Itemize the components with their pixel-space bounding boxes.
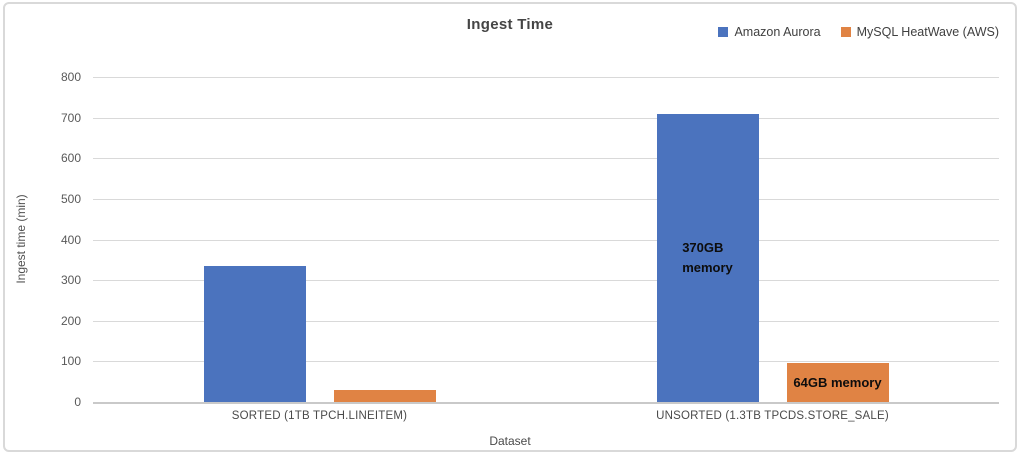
gridline-800 xyxy=(93,77,999,78)
bar-group-1: 370GB memory 64GB memory xyxy=(546,77,999,402)
y-tick-label-300: 300 xyxy=(60,273,81,288)
legend-label: MySQL HeatWave (AWS) xyxy=(856,25,999,39)
y-tick-label-600: 600 xyxy=(60,151,81,166)
legend-label: Amazon Aurora xyxy=(734,25,821,39)
gridline-600 xyxy=(93,158,999,160)
gridline-100 xyxy=(93,361,999,363)
y-tick-label-0: 0 xyxy=(74,395,81,409)
y-axis-ticks: 0 100 200 300 400 500 600 700 800 xyxy=(5,4,81,450)
gridline-500 xyxy=(93,198,999,200)
bar-mysql-heatwave-aws-0 xyxy=(333,389,436,402)
bar-group-0 xyxy=(93,77,546,402)
legend-swatch-icon xyxy=(718,27,729,37)
bar-data-label: 64GB memory xyxy=(793,374,882,390)
y-tick-label-200: 200 xyxy=(60,313,81,328)
y-tick-label-500: 500 xyxy=(60,191,81,206)
chart-frame: Ingest Time Amazon Aurora MySQL HeatWave … xyxy=(3,2,1017,452)
bar-data-label: 370GB memory xyxy=(682,239,733,275)
y-tick-label-100: 100 xyxy=(60,354,81,369)
plot-area: 370GB memory 64GB memory xyxy=(93,77,999,404)
x-axis-labels: SORTED (1TB TPCH.LINEITEM) UNSORTED (1.3T… xyxy=(93,410,999,428)
legend-swatch-icon xyxy=(840,27,851,37)
y-tick-label-700: 700 xyxy=(60,110,81,125)
y-tick-label-400: 400 xyxy=(60,232,81,247)
y-tick-label-800: 800 xyxy=(60,70,81,84)
gridline-400 xyxy=(93,239,999,241)
gridline-300 xyxy=(93,280,999,282)
x-category-label-1: UNSORTED (1.3TB TPCDS.STORE_SALE) xyxy=(656,410,889,422)
legend-item-0: Amazon Aurora xyxy=(718,25,821,39)
bar-amazon-aurora-0 xyxy=(203,265,306,402)
gridline-200 xyxy=(93,320,999,322)
chart-title: Ingest Time xyxy=(466,16,554,33)
x-category-label-0: SORTED (1TB TPCH.LINEITEM) xyxy=(231,410,408,422)
legend: Amazon Aurora MySQL HeatWave (AWS) xyxy=(718,25,999,39)
x-axis-title: Dataset xyxy=(489,434,531,448)
bar-amazon-aurora-1: 370GB memory xyxy=(656,113,759,402)
bar-mysql-heatwave-aws-1: 64GB memory xyxy=(786,363,889,402)
gridline-700 xyxy=(93,117,999,119)
legend-item-1: MySQL HeatWave (AWS) xyxy=(840,25,999,39)
